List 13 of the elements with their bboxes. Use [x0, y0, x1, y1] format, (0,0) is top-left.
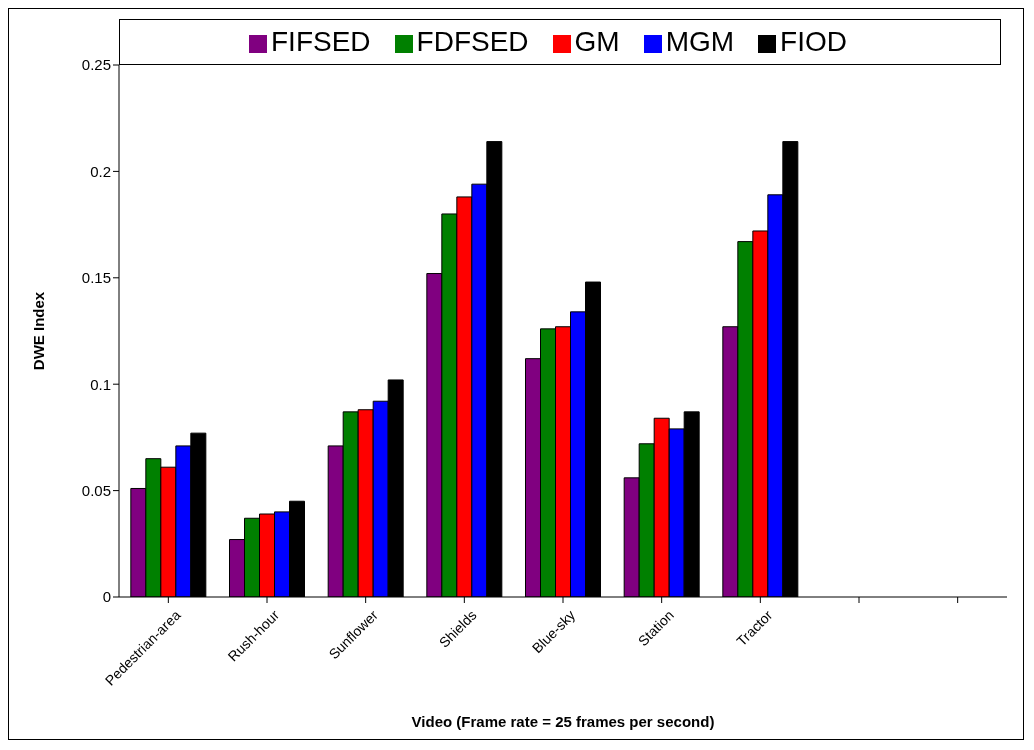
legend-label: FIOD	[780, 26, 847, 57]
x-axis-title: Video (Frame rate = 25 frames per second)	[411, 713, 715, 730]
legend-label: MGM	[665, 26, 735, 57]
y-tick-label: 0	[102, 588, 111, 606]
y-tick-label: 0.15	[81, 269, 111, 287]
y-axis-title: DWE Index	[30, 291, 48, 371]
legend-label: GM	[574, 26, 620, 57]
legend-label: FIFSED	[271, 26, 371, 57]
y-tick-label: 0.2	[90, 162, 111, 180]
y-tick-label: 0.05	[81, 481, 111, 499]
legend-label: FDFSED	[416, 26, 529, 57]
y-tick-label: 0.1	[90, 375, 111, 393]
y-tick-label: 0.25	[81, 56, 111, 74]
